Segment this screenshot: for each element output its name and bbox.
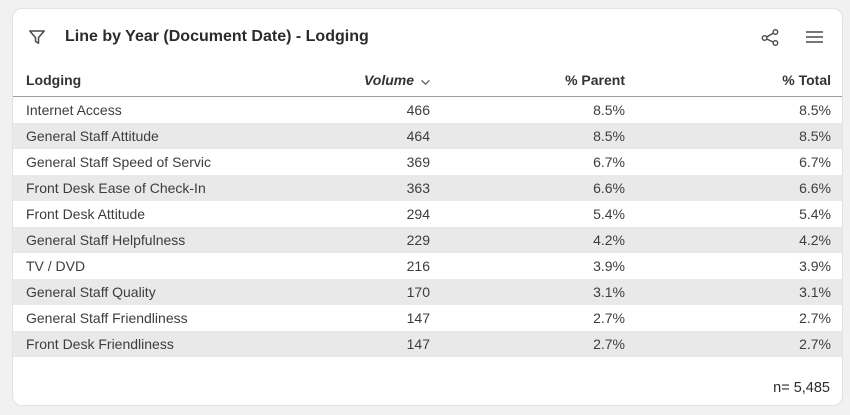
row-volume: 147 — [406, 336, 430, 352]
column-header-volume[interactable]: Volume — [300, 72, 430, 88]
row-volume: 363 — [406, 180, 430, 196]
row-pct-parent: 2.7% — [593, 336, 625, 352]
row-pct-parent: 2.7% — [593, 310, 625, 326]
column-header-pct-parent[interactable]: % Parent — [565, 72, 625, 88]
row-pct-total: 2.7% — [799, 336, 831, 352]
sample-size-label: n= 5,485 — [773, 380, 830, 396]
menu-icon[interactable] — [805, 29, 824, 45]
row-pct-total: 4.2% — [799, 232, 831, 248]
table-row[interactable]: General Staff Friendliness 147 2.7% 2.7% — [13, 305, 842, 331]
row-label: TV / DVD — [26, 258, 86, 274]
row-label: General Staff Quality — [26, 284, 156, 300]
row-pct-parent: 6.7% — [593, 154, 625, 170]
row-label: Front Desk Friendliness — [26, 336, 174, 352]
column-header-pct-total[interactable]: % Total — [782, 72, 831, 88]
widget-actions — [760, 27, 824, 48]
row-volume: 464 — [406, 128, 430, 144]
table-row[interactable]: TV / DVD 216 3.9% 3.9% — [13, 253, 842, 279]
row-pct-total: 2.7% — [799, 310, 831, 326]
row-label: Internet Access — [26, 102, 122, 118]
share-icon[interactable] — [760, 27, 781, 48]
row-pct-parent: 8.5% — [593, 128, 625, 144]
widget-header: Line by Year (Document Date) - Lodging — [13, 9, 842, 57]
filter-icon[interactable] — [27, 27, 47, 47]
sort-descending-icon — [421, 79, 430, 85]
widget-title: Line by Year (Document Date) - Lodging — [65, 28, 369, 45]
row-volume: 294 — [406, 206, 430, 222]
table-row[interactable]: Internet Access 466 8.5% 8.5% — [13, 97, 842, 123]
row-label: General Staff Speed of Servic — [26, 154, 211, 170]
row-pct-total: 3.1% — [799, 284, 831, 300]
row-pct-total: 5.4% — [799, 206, 831, 222]
table-row[interactable]: General Staff Attitude 464 8.5% 8.5% — [13, 123, 842, 149]
row-volume: 466 — [406, 102, 430, 118]
row-volume: 369 — [406, 154, 430, 170]
row-label: General Staff Helpfulness — [26, 232, 186, 248]
row-volume: 216 — [406, 258, 430, 274]
table-row[interactable]: General Staff Speed of Servic 369 6.7% 6.7% — [13, 149, 842, 175]
row-volume: 229 — [406, 232, 430, 248]
row-pct-parent: 4.2% — [593, 232, 625, 248]
table-body: Internet Access 466 8.5% 8.5% General Staff … — [13, 97, 842, 357]
table-row[interactable]: General Staff Helpfulness 229 4.2% 4.2% — [13, 227, 842, 253]
row-pct-total: 6.7% — [799, 154, 831, 170]
row-pct-total: 8.5% — [799, 128, 831, 144]
row-pct-parent: 3.9% — [593, 258, 625, 274]
table-row[interactable]: Front Desk Ease of Check-In 363 6.6% 6.6% — [13, 175, 842, 201]
row-pct-total: 8.5% — [799, 102, 831, 118]
row-label: Front Desk Attitude — [26, 206, 146, 222]
row-label: General Staff Attitude — [26, 128, 159, 144]
table-row[interactable]: Front Desk Friendliness 147 2.7% 2.7% — [13, 331, 842, 357]
row-label: General Staff Friendliness — [26, 310, 188, 326]
row-pct-total: 6.6% — [799, 180, 831, 196]
table-row[interactable]: General Staff Quality 170 3.1% 3.1% — [13, 279, 842, 305]
row-pct-parent: 8.5% — [593, 102, 625, 118]
table-row[interactable]: Front Desk Attitude 294 5.4% 5.4% — [13, 201, 842, 227]
row-pct-parent: 6.6% — [593, 180, 625, 196]
row-volume: 147 — [406, 310, 430, 326]
table-header-row: Lodging Volume % Parent % Total — [13, 57, 842, 97]
row-pct-parent: 5.4% — [593, 206, 625, 222]
row-volume: 170 — [406, 284, 430, 300]
row-label: Front Desk Ease of Check-In — [26, 180, 206, 196]
column-header-volume-label: Volume — [363, 72, 414, 88]
column-header-lodging[interactable]: Lodging — [26, 72, 82, 88]
row-pct-total: 3.9% — [799, 258, 831, 274]
row-pct-parent: 3.1% — [593, 284, 625, 300]
table-widget-panel: Line by Year (Document Date) - Lodging — [12, 8, 843, 406]
